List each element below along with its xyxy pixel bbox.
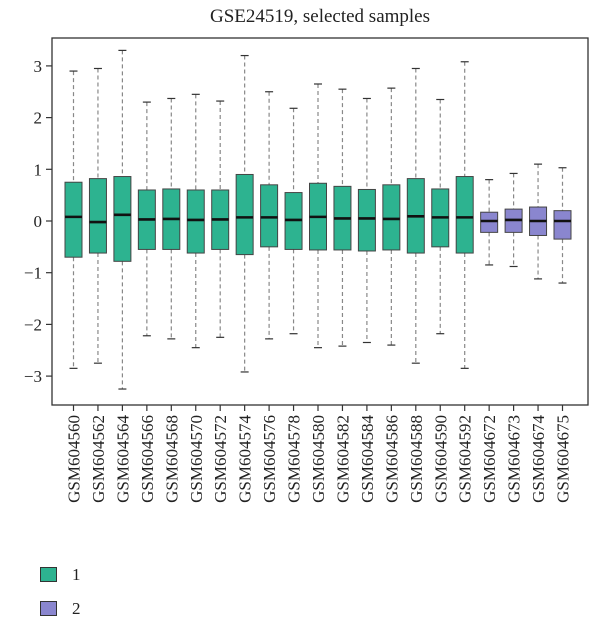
x-tick-label: GSM604572 bbox=[211, 415, 230, 503]
x-tick-label: GSM604580 bbox=[309, 415, 328, 503]
y-tick-label: −3 bbox=[24, 367, 42, 386]
box-GSM604576 bbox=[260, 91, 279, 340]
box-GSM604588 bbox=[406, 67, 425, 364]
iqr-box bbox=[260, 184, 279, 248]
x-tick-label: GSM604578 bbox=[285, 415, 304, 503]
x-tick-label: GSM604673 bbox=[505, 415, 524, 503]
iqr-box bbox=[88, 178, 107, 254]
box-GSM604560 bbox=[64, 70, 83, 369]
y-tick-label: 0 bbox=[34, 212, 43, 231]
x-tick-label: GSM604576 bbox=[260, 415, 279, 503]
legend-label-group-2: 2 bbox=[72, 599, 81, 618]
iqr-box bbox=[382, 184, 401, 251]
iqr-box bbox=[113, 176, 132, 262]
box-GSM604580 bbox=[309, 83, 327, 349]
x-tick-label: GSM604590 bbox=[431, 415, 450, 503]
box-GSM604584 bbox=[357, 97, 376, 344]
x-tick-label: GSM604574 bbox=[236, 415, 255, 503]
iqr-box bbox=[64, 181, 83, 258]
legend-label-group-1: 1 bbox=[72, 565, 81, 584]
legend-swatch-group-1 bbox=[40, 567, 57, 582]
box-GSM604562 bbox=[88, 67, 107, 364]
x-tick-label: GSM604582 bbox=[333, 415, 352, 503]
iqr-box bbox=[455, 176, 474, 254]
y-tick-label: −2 bbox=[24, 315, 42, 334]
box-GSM604675 bbox=[553, 167, 572, 284]
x-tick-label: GSM604584 bbox=[358, 415, 377, 503]
x-tick-label: GSM604564 bbox=[113, 415, 132, 503]
x-tick-label: GSM604588 bbox=[407, 415, 426, 503]
legend-swatch-group-2 bbox=[40, 601, 57, 616]
box-GSM604674 bbox=[529, 163, 548, 280]
x-tick-label: GSM604674 bbox=[529, 415, 548, 503]
chart-title: GSE24519, selected samples bbox=[210, 6, 430, 27]
box-GSM604564 bbox=[113, 49, 132, 390]
boxplot-chart: GSE24519, selected samples −3 −2 −1 0 1 2 3 GS… bbox=[24, 6, 589, 503]
box-GSM604672 bbox=[480, 179, 499, 266]
x-tick-label: GSM604586 bbox=[382, 415, 401, 503]
x-tick-label: GSM604675 bbox=[554, 415, 573, 503]
y-tick-label: 2 bbox=[34, 109, 43, 128]
x-tick-label: GSM604570 bbox=[187, 415, 206, 503]
box-GSM604566 bbox=[137, 101, 156, 337]
box-GSM604586 bbox=[382, 87, 401, 346]
box-GSM604673 bbox=[504, 172, 523, 268]
iqr-box bbox=[357, 188, 376, 252]
x-tick-label: GSM604560 bbox=[65, 415, 84, 503]
x-tick-label: GSM604566 bbox=[138, 415, 157, 503]
y-tick-label: 1 bbox=[34, 160, 43, 179]
y-tick-label: −1 bbox=[24, 264, 42, 283]
box-GSM604568 bbox=[162, 97, 181, 340]
iqr-box bbox=[186, 189, 205, 254]
box-GSM604574 bbox=[235, 54, 254, 373]
box-GSM604592 bbox=[455, 61, 474, 369]
iqr-box bbox=[553, 210, 572, 240]
box-GSM604572 bbox=[211, 100, 230, 338]
iqr-box bbox=[235, 173, 254, 256]
box-GSM604590 bbox=[431, 98, 450, 335]
x-tick-label: GSM604562 bbox=[89, 415, 108, 503]
x-tick-label: GSM604592 bbox=[456, 415, 475, 503]
y-tick-label: 3 bbox=[34, 57, 43, 76]
box-GSM604570 bbox=[186, 93, 205, 349]
box-GSM604582 bbox=[333, 88, 352, 347]
x-tick-label: GSM604672 bbox=[480, 415, 499, 503]
x-tick-label: GSM604568 bbox=[162, 415, 181, 503]
box-GSM604578 bbox=[284, 107, 303, 335]
